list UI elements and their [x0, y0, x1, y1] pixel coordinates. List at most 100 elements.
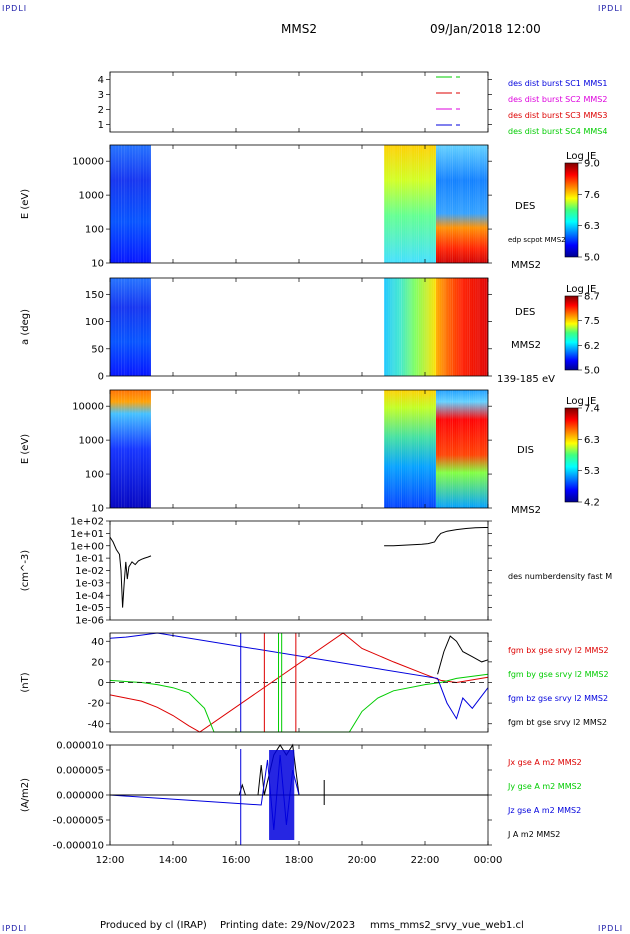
spectrogram-stripe: [147, 390, 149, 508]
spectrogram-stripe: [429, 390, 431, 508]
y-tick-label: 1e-02: [75, 566, 104, 577]
spectrogram-stripe: [435, 390, 437, 508]
spectrogram-block-mid: [384, 145, 437, 263]
y-tick-label: 150: [85, 290, 104, 301]
spectrogram-stripe: [385, 278, 387, 376]
spectrogram-stripe: [446, 390, 448, 508]
spectrogram-stripe: [440, 278, 442, 376]
spectrogram-stripe: [438, 390, 440, 508]
spectrogram-stripe: [418, 390, 420, 508]
spectrogram-block-late: [436, 278, 488, 376]
spectrogram-stripe: [116, 390, 118, 508]
footer-printing-date: Printing date: 29/Nov/2023: [220, 920, 356, 931]
spectrogram-stripe: [395, 278, 397, 376]
spectrogram-stripe: [484, 145, 486, 263]
spectrogram-stripe: [436, 390, 438, 508]
y-tick-label: 40: [91, 637, 104, 648]
y-tick-label: 1e-05: [75, 603, 104, 614]
spectrogram-stripe: [127, 390, 129, 508]
spectrogram-stripe: [486, 390, 488, 508]
y-tick-label: 10000: [72, 157, 104, 168]
spectrogram-stripe: [469, 390, 471, 508]
spectrogram-stripe: [116, 278, 118, 376]
y-tick-label: 1000: [79, 436, 104, 447]
spectrogram-stripe: [486, 278, 488, 376]
series-line: [109, 673, 489, 733]
spectrogram-stripe: [410, 145, 412, 263]
spectrogram-stripe: [117, 278, 119, 376]
spectrogram-stripe: [478, 390, 480, 508]
spectrogram-stripe: [146, 145, 148, 263]
y-tick-label: 1e-03: [75, 578, 104, 589]
spectrogram-stripe: [412, 278, 414, 376]
spectrogram-stripe: [423, 278, 425, 376]
spectrogram-stripe: [467, 145, 469, 263]
colorbar-tick-label: 9.0: [584, 159, 600, 170]
spectrogram-stripe: [395, 145, 397, 263]
spectrogram-stripe: [461, 278, 463, 376]
spectrogram-stripe: [446, 278, 448, 376]
spectrogram-stripe: [453, 278, 455, 376]
spectrogram-stripe: [124, 145, 126, 263]
spectrogram-stripe: [395, 390, 397, 508]
spectrogram-stripe: [436, 145, 438, 263]
spectrogram-stripe: [418, 278, 420, 376]
spectrogram-stripe: [459, 278, 461, 376]
x-tick-label: 00:00: [474, 855, 503, 866]
spectrogram-stripe: [391, 390, 393, 508]
spectrogram-layer: [110, 145, 489, 508]
spectrogram-stripe: [438, 145, 440, 263]
spectrogram-stripe: [469, 145, 471, 263]
spectrogram-stripe: [435, 278, 437, 376]
spectrogram-stripe: [419, 390, 421, 508]
spectrogram-stripe: [442, 390, 444, 508]
x-tick-label: 14:00: [159, 855, 188, 866]
spectrogram-stripe: [128, 145, 130, 263]
spectrogram-stripe: [113, 145, 115, 263]
spectrogram-stripe: [402, 145, 404, 263]
spectrogram-stripe: [110, 278, 111, 376]
y-tick-label: 10: [91, 259, 104, 270]
spectrogram-stripe: [429, 145, 431, 263]
spectrogram-stripe: [402, 278, 404, 376]
spectrogram-stripe: [149, 145, 151, 263]
spectrogram-stripe: [127, 278, 129, 376]
spectrogram-block-late: [436, 145, 488, 263]
spectrogram-stripe: [111, 145, 113, 263]
spectrogram-stripe: [465, 390, 467, 508]
colorbar-title: Log JE: [566, 151, 596, 162]
spectrogram-stripe: [467, 390, 469, 508]
spectrogram-stripe: [410, 278, 412, 376]
spectrogram-stripe: [453, 145, 455, 263]
spectrogram-stripe: [117, 390, 119, 508]
spectrogram-stripe: [476, 390, 478, 508]
current-burst-block: [269, 750, 295, 840]
legend-entry: des dist burst SC1 MMS1: [508, 79, 607, 88]
spectrogram-stripe: [465, 278, 467, 376]
spectrogram-stripe: [416, 390, 418, 508]
spectrogram-stripe: [121, 278, 123, 376]
spectrogram-stripe: [402, 390, 404, 508]
y-tick-label: 1: [98, 120, 104, 131]
spectrogram-stripe: [125, 278, 127, 376]
spectrogram-stripe: [423, 390, 425, 508]
series-line: [437, 635, 489, 675]
spectrogram-stripe: [387, 278, 389, 376]
spectrogram-stripe: [117, 145, 119, 263]
colorbar-tick-label: 7.6: [584, 190, 600, 201]
spectrogram-stripe: [138, 390, 140, 508]
spectrogram-stripe: [436, 278, 438, 376]
spectrogram-stripe: [114, 145, 116, 263]
spectrogram-stripe: [414, 390, 416, 508]
spectrogram-stripe: [147, 145, 149, 263]
spectrogram-stripe: [149, 390, 151, 508]
spectrogram-stripe: [139, 145, 141, 263]
spectrogram-stripe: [482, 145, 484, 263]
spectrogram-stripe: [457, 390, 459, 508]
x-tick-label: 16:00: [222, 855, 251, 866]
spectrogram-stripe: [111, 390, 113, 508]
colorbar-tick-label: 7.5: [584, 316, 600, 327]
panel-side-label: DIS: [517, 445, 534, 456]
spectrogram-stripe: [401, 278, 403, 376]
